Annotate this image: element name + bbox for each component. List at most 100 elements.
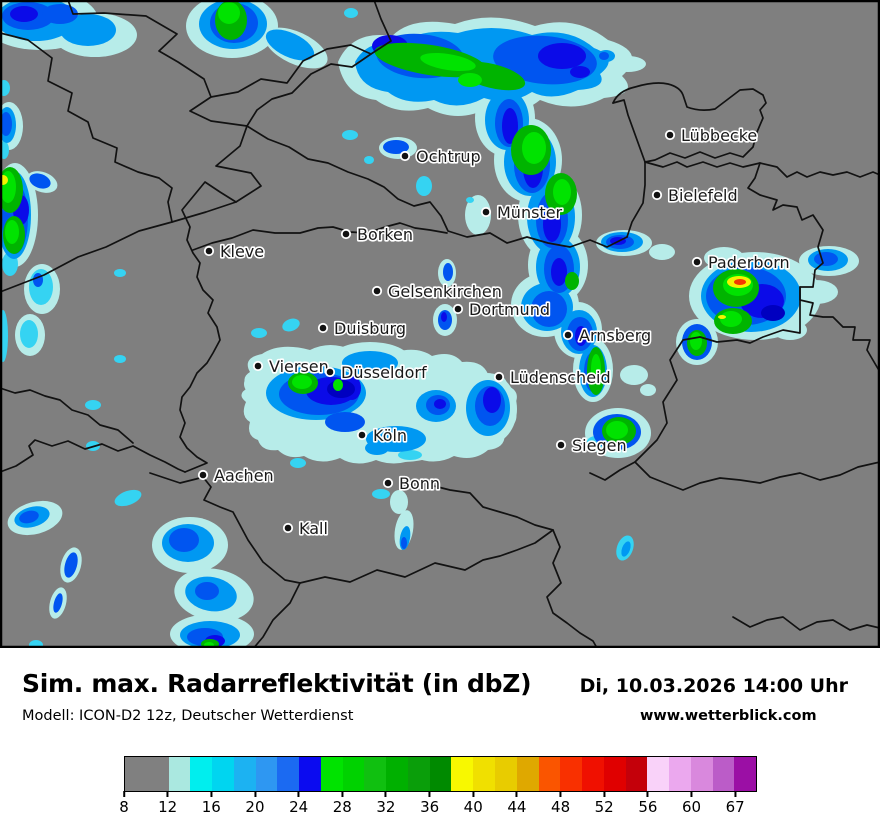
city-marker-luebbecke: Lübbecke xyxy=(664,124,759,147)
colorbar-tick: 12 xyxy=(158,791,177,816)
colorbar-tick: 8 xyxy=(119,791,129,816)
colorbar-segment xyxy=(386,757,408,791)
city-dot xyxy=(371,285,383,297)
city-dot xyxy=(340,228,352,240)
colorbar-segment xyxy=(625,757,648,791)
colorbar-segment xyxy=(255,757,278,791)
city-label: Borken xyxy=(357,225,413,244)
city-marker-dortmund: Dortmund xyxy=(452,298,552,321)
reflectivity-colorbar xyxy=(124,756,757,792)
city-label: Aachen xyxy=(214,466,274,485)
colorbar-tick: 28 xyxy=(333,791,352,816)
page-title: Sim. max. Radarreflektivität (in dbZ) xyxy=(22,669,532,698)
city-dot xyxy=(691,256,703,268)
city-marker-gelsenkirchen: Gelsenkirchen xyxy=(371,280,503,303)
colorbar-segment xyxy=(516,757,539,791)
colorbar-segment xyxy=(473,757,495,791)
colorbar-tick: 32 xyxy=(376,791,395,816)
colorbar-segment xyxy=(190,757,213,791)
city-marker-ochtrup: Ochtrup xyxy=(399,145,482,168)
city-label: Duisburg xyxy=(334,319,406,338)
city-marker-duesseldorf: Düsseldorf xyxy=(324,361,429,384)
colorbar-segment xyxy=(669,757,691,791)
city-dot xyxy=(203,245,215,257)
city-marker-kleve: Kleve xyxy=(203,240,266,263)
city-label: Düsseldorf xyxy=(341,363,427,382)
city-dot xyxy=(555,439,567,451)
colorbar-tick: 48 xyxy=(551,791,570,816)
forecast-datetime: Di, 10.03.2026 14:00 Uhr xyxy=(579,675,848,697)
colorbar-segment xyxy=(690,757,713,791)
city-dot xyxy=(562,329,574,341)
colorbar-segment xyxy=(212,757,234,791)
colorbar-segment xyxy=(364,757,387,791)
city-dot xyxy=(324,366,336,378)
city-marker-arnsberg: Arnsberg xyxy=(562,324,653,347)
colorbar-segment xyxy=(603,757,626,791)
city-label: Lübbecke xyxy=(681,126,757,145)
colorbar-segment xyxy=(168,757,191,791)
city-label: Bonn xyxy=(399,474,440,493)
colorbar-tick: 56 xyxy=(638,791,657,816)
colorbar-tick: 40 xyxy=(464,791,483,816)
city-marker-paderborn: Paderborn xyxy=(691,251,791,274)
city-label: Bielefeld xyxy=(668,186,738,205)
city-label: Lüdenscheid xyxy=(510,368,611,387)
city-label: Kall xyxy=(299,519,328,538)
colorbar-tick: 44 xyxy=(507,791,526,816)
city-dot xyxy=(282,522,294,534)
colorbar-segment xyxy=(560,757,583,791)
city-marker-duisburg: Duisburg xyxy=(317,317,408,340)
colorbar-tick: 36 xyxy=(420,791,439,816)
city-label: Paderborn xyxy=(708,253,790,272)
colorbar-segment xyxy=(451,757,474,791)
city-marker-bonn: Bonn xyxy=(382,472,442,495)
precipitation-layer xyxy=(0,0,859,648)
website-url: www.wetterblick.com xyxy=(640,708,817,724)
city-label: Münster xyxy=(497,203,563,222)
city-label: Ochtrup xyxy=(416,147,481,166)
colorbar-tick: 67 xyxy=(726,791,745,816)
map-frame xyxy=(0,0,880,648)
city-markers: Ochtrup Lübbecke Münster Bielefeld Borke… xyxy=(197,124,791,540)
colorbar-segment xyxy=(582,757,604,791)
colorbar-segment xyxy=(429,757,452,791)
city-marker-bielefeld: Bielefeld xyxy=(651,184,739,207)
colorbar-tick: 52 xyxy=(595,791,614,816)
city-marker-viersen: Viersen xyxy=(252,355,330,378)
colorbar-tick: 24 xyxy=(289,791,308,816)
city-dot xyxy=(651,189,663,201)
colorbar-segment xyxy=(407,757,430,791)
city-dot xyxy=(664,129,676,141)
city-dot xyxy=(493,371,505,383)
colorbar-segment xyxy=(647,757,670,791)
city-label: Dortmund xyxy=(469,300,550,319)
map-borders xyxy=(0,0,880,648)
city-label: Arnsberg xyxy=(579,326,651,345)
colorbar-segment xyxy=(734,757,757,791)
city-marker-koeln: Köln xyxy=(356,424,409,447)
colorbar-tick: 60 xyxy=(682,791,701,816)
city-label: Gelsenkirchen xyxy=(388,282,502,301)
city-marker-aachen: Aachen xyxy=(197,464,275,487)
city-dot xyxy=(356,429,368,441)
city-dot xyxy=(399,150,411,162)
colorbar-ticks: 8 12 16 20 24 28 32 36 40 44 48 52 56 60… xyxy=(119,791,757,827)
city-marker-kall: Kall xyxy=(282,517,330,540)
city-dot xyxy=(480,206,492,218)
city-marker-luedenscheid: Lüdenscheid xyxy=(493,366,612,389)
city-dot xyxy=(252,360,264,372)
colorbar-segment xyxy=(495,757,517,791)
colorbar-segment xyxy=(320,757,343,791)
colorbar-tick: 20 xyxy=(245,791,265,816)
city-marker-borken: Borken xyxy=(340,223,415,246)
colorbar-tick: 16 xyxy=(202,791,221,816)
colorbar-segment xyxy=(277,757,300,791)
colorbar-segment xyxy=(299,757,321,791)
colorbar-segment xyxy=(538,757,561,791)
city-label: Siegen xyxy=(572,436,627,455)
colorbar-segment xyxy=(125,757,169,791)
colorbar-segment xyxy=(712,757,735,791)
colorbar-segment xyxy=(233,757,256,791)
